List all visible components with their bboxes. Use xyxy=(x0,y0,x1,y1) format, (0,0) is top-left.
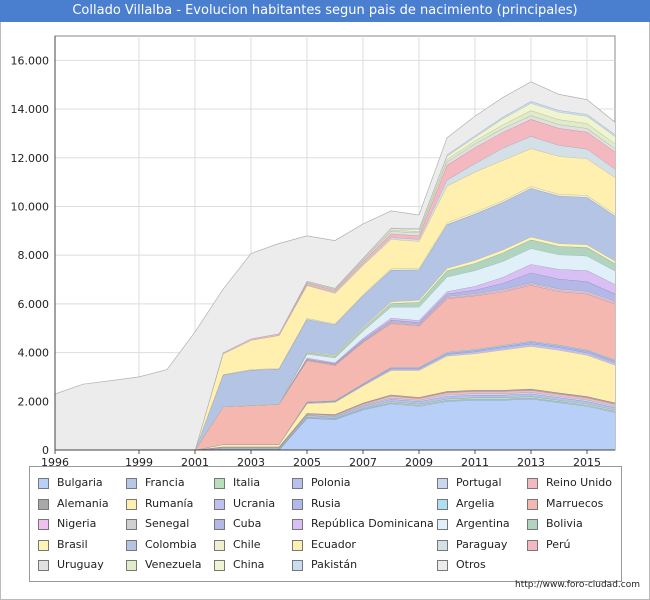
legend-swatch xyxy=(437,478,448,489)
legend-swatch xyxy=(214,560,225,571)
chart-title: Collado Villalba - Evolucion habitantes … xyxy=(0,0,650,22)
legend-swatch xyxy=(214,519,225,530)
area-polonia xyxy=(55,393,615,450)
y-tick-label: 16.000 xyxy=(11,54,50,67)
x-tick-label: 2001 xyxy=(181,456,209,466)
y-tick-label: 12.000 xyxy=(11,152,50,165)
legend-swatch xyxy=(126,498,137,510)
legend-swatch xyxy=(214,478,225,489)
x-tick-label: 2003 xyxy=(237,456,265,466)
legend-swatch xyxy=(126,539,137,551)
area-marruecos xyxy=(55,285,615,450)
legend-label: Italia xyxy=(233,476,261,489)
legend-swatch xyxy=(126,519,137,530)
legend-swatch xyxy=(38,539,49,551)
y-tick-label: 6.000 xyxy=(18,298,50,311)
legend-label: Alemania xyxy=(57,496,109,510)
legend-swatch xyxy=(437,498,448,510)
legend-swatch xyxy=(527,539,538,551)
area-colombia xyxy=(55,188,615,450)
legend-label: Pakistán xyxy=(311,558,358,571)
legend-label: Francia xyxy=(145,476,185,489)
legend-label: Rusia xyxy=(311,496,341,510)
legend-label: Paraguay xyxy=(456,537,508,551)
legend-label: Senegal xyxy=(145,517,190,530)
legend-label: Colombia xyxy=(145,537,197,551)
area-edge-otros xyxy=(54,81,616,395)
legend-label: Bolivia xyxy=(546,517,583,530)
x-tick-label: 2009 xyxy=(405,456,433,466)
legend-swatch xyxy=(292,478,303,489)
area-otros xyxy=(55,81,615,451)
y-tick-label: 4.000 xyxy=(18,347,50,360)
area-ecuador xyxy=(55,148,615,450)
legend-swatch xyxy=(38,498,49,510)
legend-label: Ucrania xyxy=(233,496,276,510)
area-bulgaria xyxy=(55,398,615,450)
legend-swatch xyxy=(437,519,448,530)
legend-swatch xyxy=(126,560,137,571)
legend-swatch xyxy=(292,539,303,551)
legend-swatch xyxy=(437,560,448,571)
area-reino-unido xyxy=(55,390,615,450)
legend-swatch xyxy=(292,560,303,571)
legend-swatch xyxy=(527,519,538,530)
chart-svg: 0 2.000 4.000 6.000 8.000 10.000 12.000 14.000 1… xyxy=(11,35,616,466)
area-paraguay xyxy=(55,136,615,451)
legend-label: Brasil xyxy=(57,537,88,551)
y-tick-label: 10.000 xyxy=(11,200,50,213)
legend-label: República Dominicana xyxy=(311,517,434,530)
area-rumania xyxy=(55,346,615,450)
legend: Bulgaria Francia Italia Polonia Portugal Rein… xyxy=(29,466,622,582)
legend-label: Otros xyxy=(456,558,486,571)
y-tick-label: 14.000 xyxy=(11,103,50,116)
y-tick-label: 0 xyxy=(42,444,49,457)
x-tick-label: 1996 xyxy=(41,456,69,466)
legend-swatch xyxy=(292,498,303,510)
x-tick-label: 2005 xyxy=(293,456,321,466)
legend-swatch xyxy=(527,498,538,510)
legend-swatch xyxy=(38,519,49,530)
legend-label: China xyxy=(233,558,265,571)
legend-label: Perú xyxy=(546,537,571,551)
legend-swatch xyxy=(214,539,225,551)
legend-label: Marruecos xyxy=(546,496,604,510)
x-tick-label: 2011 xyxy=(461,456,489,466)
legend-label: Nigeria xyxy=(57,517,97,530)
area-series xyxy=(54,81,616,451)
area-argentina xyxy=(55,248,615,450)
legend-swatch xyxy=(437,539,448,551)
legend-label: Portugal xyxy=(456,476,502,489)
x-tick-label: 1999 xyxy=(125,456,153,466)
legend-swatch xyxy=(527,478,538,489)
legend-swatch xyxy=(214,498,225,510)
legend-label: Bulgaria xyxy=(57,476,103,489)
legend-label: Cuba xyxy=(233,517,262,530)
legend-label: Ecuador xyxy=(311,537,356,551)
legend-label: Argelia xyxy=(456,496,495,510)
x-tick-label: 2007 xyxy=(349,456,377,466)
x-tick-label: 2013 xyxy=(517,456,545,466)
legend-label: Chile xyxy=(233,537,261,551)
source-credit: http://www.foro-ciudad.com xyxy=(515,580,640,590)
y-tick-label: 2.000 xyxy=(18,395,50,408)
legend-label: Reino Unido xyxy=(546,476,612,489)
legend-swatch xyxy=(126,478,137,489)
legend-label: Argentina xyxy=(456,517,510,530)
legend-swatch xyxy=(38,560,49,571)
y-tick-label: 8.000 xyxy=(18,249,50,262)
legend-label: Rumanía xyxy=(145,496,194,510)
x-tick-label: 2015 xyxy=(573,456,601,466)
axes: 0 2.000 4.000 6.000 8.000 10.000 12.000 14.000 1… xyxy=(11,36,615,466)
legend-swatch xyxy=(292,519,303,530)
legend-label: Uruguay xyxy=(57,558,104,571)
legend-swatch xyxy=(38,478,49,489)
legend-label: Polonia xyxy=(311,476,351,489)
legend-label: Venezuela xyxy=(145,558,202,571)
